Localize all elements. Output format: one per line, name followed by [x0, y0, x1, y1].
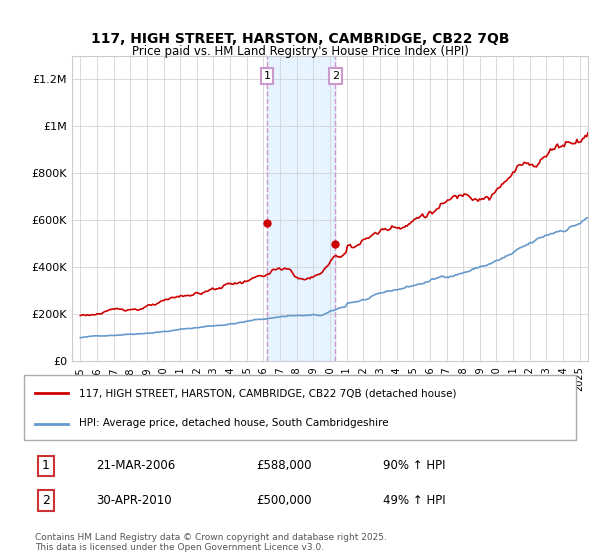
Text: £588,000: £588,000: [256, 459, 311, 473]
Text: 49% ↑ HPI: 49% ↑ HPI: [383, 494, 445, 507]
FancyBboxPatch shape: [24, 375, 576, 440]
Text: Price paid vs. HM Land Registry's House Price Index (HPI): Price paid vs. HM Land Registry's House …: [131, 45, 469, 58]
Text: 2: 2: [332, 71, 339, 81]
Text: 21-MAR-2006: 21-MAR-2006: [96, 459, 175, 473]
Text: 30-APR-2010: 30-APR-2010: [96, 494, 172, 507]
Text: 117, HIGH STREET, HARSTON, CAMBRIDGE, CB22 7QB (detached house): 117, HIGH STREET, HARSTON, CAMBRIDGE, CB…: [79, 388, 457, 398]
Text: 1: 1: [42, 459, 50, 473]
Text: 90% ↑ HPI: 90% ↑ HPI: [383, 459, 445, 473]
Text: £500,000: £500,000: [256, 494, 311, 507]
Bar: [267, 56, 335, 361]
Text: Contains HM Land Registry data © Crown copyright and database right 2025.
This d: Contains HM Land Registry data © Crown c…: [35, 533, 387, 553]
Text: 1: 1: [263, 71, 271, 81]
Text: 117, HIGH STREET, HARSTON, CAMBRIDGE, CB22 7QB: 117, HIGH STREET, HARSTON, CAMBRIDGE, CB…: [91, 32, 509, 46]
Text: HPI: Average price, detached house, South Cambridgeshire: HPI: Average price, detached house, Sout…: [79, 418, 389, 428]
Text: 2: 2: [42, 494, 50, 507]
